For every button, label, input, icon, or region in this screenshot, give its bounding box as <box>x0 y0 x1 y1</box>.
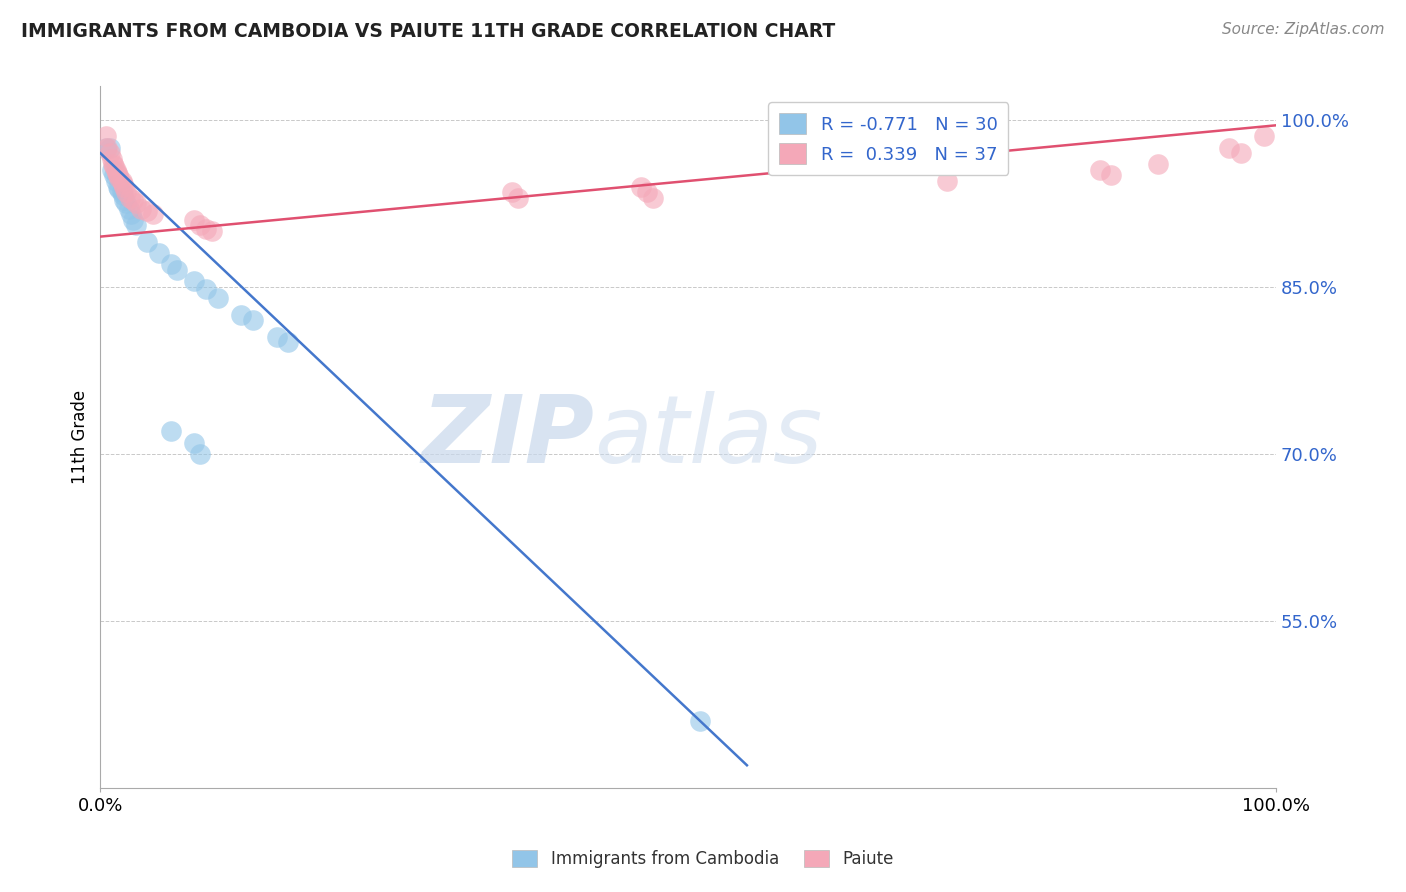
Point <box>110 174 132 188</box>
Point <box>117 202 139 216</box>
Point <box>136 204 159 219</box>
Point <box>1229 146 1251 161</box>
Point <box>103 157 125 171</box>
Point <box>935 174 957 188</box>
Point <box>103 160 125 174</box>
Point <box>131 202 153 216</box>
Point <box>110 185 132 199</box>
Text: IMMIGRANTS FROM CAMBODIA VS PAIUTE 11TH GRADE CORRELATION CHART: IMMIGRANTS FROM CAMBODIA VS PAIUTE 11TH … <box>21 22 835 41</box>
Point <box>98 140 121 154</box>
Point <box>96 140 118 154</box>
Point <box>101 162 124 177</box>
Point <box>111 178 134 192</box>
Point <box>96 129 118 144</box>
Point <box>188 447 211 461</box>
Legend: Immigrants from Cambodia, Paiute: Immigrants from Cambodia, Paiute <box>506 843 900 875</box>
Point <box>136 235 159 249</box>
Point <box>277 335 299 350</box>
Point <box>266 330 288 344</box>
Point <box>160 425 183 439</box>
Point <box>242 313 264 327</box>
Point <box>98 146 121 161</box>
Point <box>112 179 135 194</box>
Point <box>183 213 205 227</box>
Text: atlas: atlas <box>595 392 823 483</box>
Text: Source: ZipAtlas.com: Source: ZipAtlas.com <box>1222 22 1385 37</box>
Y-axis label: 11th Grade: 11th Grade <box>72 390 89 484</box>
Point <box>1147 157 1170 171</box>
Point <box>183 274 205 288</box>
Point <box>120 207 142 221</box>
Point <box>101 152 124 166</box>
Point <box>195 282 218 296</box>
Point <box>1088 162 1111 177</box>
Point <box>111 188 134 202</box>
Point <box>122 213 145 227</box>
Point <box>501 185 523 199</box>
Point <box>108 170 131 185</box>
Point <box>207 291 229 305</box>
Legend: R = -0.771   N = 30, R =  0.339   N = 37: R = -0.771 N = 30, R = 0.339 N = 37 <box>768 103 1008 175</box>
Point <box>107 169 129 183</box>
Point <box>630 179 652 194</box>
Point <box>96 140 118 154</box>
Point <box>641 191 664 205</box>
Text: ZIP: ZIP <box>422 391 595 483</box>
Point <box>104 174 127 188</box>
Point <box>188 219 211 233</box>
Point <box>201 224 224 238</box>
Point <box>195 222 218 236</box>
Point <box>104 162 127 177</box>
Point <box>105 166 128 180</box>
Point <box>115 185 138 199</box>
Point <box>506 191 529 205</box>
Point <box>107 179 129 194</box>
Point <box>124 219 146 233</box>
Point <box>142 207 165 221</box>
Point <box>689 714 711 728</box>
Point <box>636 185 658 199</box>
Point <box>166 263 188 277</box>
Point <box>108 182 131 196</box>
Point <box>231 308 253 322</box>
Point <box>112 193 135 207</box>
Point <box>122 193 145 207</box>
Point <box>115 196 138 211</box>
Point <box>1099 169 1122 183</box>
Point <box>103 169 125 183</box>
Point <box>118 191 141 205</box>
Point <box>148 246 170 260</box>
Point <box>1253 129 1275 144</box>
Point <box>124 196 146 211</box>
Point <box>160 257 183 271</box>
Point <box>1218 140 1240 154</box>
Point <box>183 435 205 450</box>
